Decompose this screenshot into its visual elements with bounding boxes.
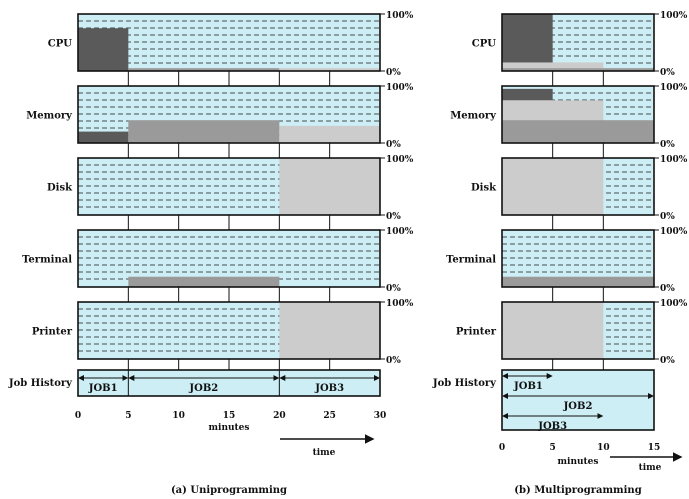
pct-top-label: 100%: [386, 155, 414, 165]
pct-top-label: 100%: [386, 299, 414, 309]
usage-bar-dark: [502, 14, 553, 71]
x-axis-label: minutes: [209, 423, 250, 433]
pct-top-label: 100%: [660, 11, 688, 21]
resource-label: Terminal: [22, 255, 72, 266]
uni-job-history: Job History JOB1 JOB2 JOB3: [8, 369, 381, 397]
usage-bar-light: [502, 158, 604, 215]
usage-bar-medium: [502, 68, 654, 71]
x-tick-label: 30: [374, 411, 387, 421]
uni-panel-terminal: 100% 0% Terminal: [22, 227, 414, 294]
usage-bar-light: [279, 158, 380, 215]
resource-label: Memory: [450, 111, 497, 122]
multi-panel-disk: 100% 0% Disk: [471, 155, 688, 222]
resource-label: Disk: [47, 183, 73, 194]
job-label: JOB3: [314, 383, 344, 394]
multiprogramming-chart: 100%0%CPU100%0%Memory100%0%Disk100%0%Ter…: [432, 11, 688, 496]
x-tick-label: 15: [223, 411, 236, 421]
multi-job-history: Job History JOB1 JOB2 JOB3: [432, 369, 655, 432]
resource-label: CPU: [472, 39, 496, 50]
panel-border: [501, 13, 655, 72]
uni-panel-memory: 100% 0% Memory: [26, 83, 414, 150]
usage-bar-dark: [78, 131, 129, 143]
pct-bottom-label: 0%: [660, 284, 675, 294]
resource-label: Printer: [456, 327, 497, 338]
x-tick-label: 15: [648, 443, 661, 453]
resource-label: CPU: [48, 39, 72, 50]
usage-bar-light: [279, 302, 380, 359]
job-label: JOB2: [188, 383, 218, 394]
x-tick-label: 25: [323, 411, 336, 421]
pct-bottom-label: 0%: [386, 140, 401, 150]
x-tick-label: 0: [499, 443, 505, 453]
pct-top-label: 100%: [386, 227, 414, 237]
pct-top-label: 100%: [660, 83, 688, 93]
panel-border: [501, 157, 655, 216]
pct-top-label: 100%: [660, 155, 688, 165]
x-tick-label: 5: [550, 443, 556, 453]
panel-border: [501, 301, 655, 360]
pct-top-label: 100%: [660, 227, 688, 237]
x-axis-label: minutes: [558, 457, 599, 467]
x-tick-label: 10: [597, 443, 610, 453]
job-history-label: Job History: [432, 378, 497, 389]
usage-bar-medium: [128, 276, 280, 287]
multi-panel-memory: 100% 0% Memory: [450, 83, 688, 150]
x-tick-label: 10: [172, 411, 185, 421]
resource-label: Memory: [26, 111, 73, 122]
usage-bar-dark: [78, 28, 129, 71]
job-label: JOB3: [537, 421, 567, 432]
job-label: JOB2: [563, 401, 593, 412]
time-arrow-label: time: [639, 463, 662, 473]
uni-panel-disk: 100% 0% Disk: [47, 155, 414, 222]
pct-bottom-label: 0%: [386, 284, 401, 294]
x-tick-label: 0: [75, 411, 81, 421]
usage-bar-medium: [128, 68, 280, 71]
panel-border: [501, 85, 655, 144]
pct-top-label: 100%: [386, 83, 414, 93]
usage-bar-light: [279, 125, 380, 143]
panel-border: [501, 229, 655, 288]
pct-top-label: 100%: [386, 11, 414, 21]
chart-caption: (a) Uniprogramming: [171, 485, 287, 496]
multi-panel-printer: 100% 0% Printer: [456, 299, 688, 366]
resource-label: Disk: [471, 183, 497, 194]
resource-label: Printer: [32, 327, 73, 338]
x-tick-label: 5: [125, 411, 131, 421]
usage-bar-light: [502, 62, 604, 71]
uni-panel-cpu: 100% 0% CPU: [48, 11, 414, 78]
time-arrow-label: time: [313, 448, 336, 458]
job-label: JOB1: [513, 381, 543, 392]
usage-bar-medium: [502, 276, 654, 287]
pct-bottom-label: 0%: [386, 212, 401, 222]
pct-bottom-label: 0%: [386, 68, 401, 78]
job-label: JOB1: [88, 383, 118, 394]
uni-panel-printer: 100% 0% Printer: [32, 299, 414, 366]
pct-bottom-label: 0%: [660, 212, 675, 222]
job-history-box: [501, 369, 655, 431]
multi-panel-cpu: 100% 0% CPU: [472, 11, 688, 78]
usage-bar-medium: [502, 120, 654, 143]
pct-bottom-label: 0%: [660, 356, 675, 366]
pct-bottom-label: 0%: [660, 68, 675, 78]
job-history-label: Job History: [8, 378, 73, 389]
pct-bottom-label: 0%: [386, 356, 401, 366]
resource-label: Terminal: [446, 255, 496, 266]
uniprogramming-chart: 100%0%CPU100%0%Memory100%0%Disk100%0%Ter…: [8, 11, 414, 496]
usage-bar-light: [279, 68, 380, 71]
chart-caption: (b) Multiprogramming: [514, 485, 641, 496]
multi-panel-terminal: 100% 0% Terminal: [446, 227, 688, 294]
x-tick-label: 20: [273, 411, 286, 421]
usage-bar-medium: [128, 120, 280, 143]
pct-bottom-label: 0%: [660, 140, 675, 150]
usage-bar-light: [502, 302, 604, 359]
pct-top-label: 100%: [660, 299, 688, 309]
